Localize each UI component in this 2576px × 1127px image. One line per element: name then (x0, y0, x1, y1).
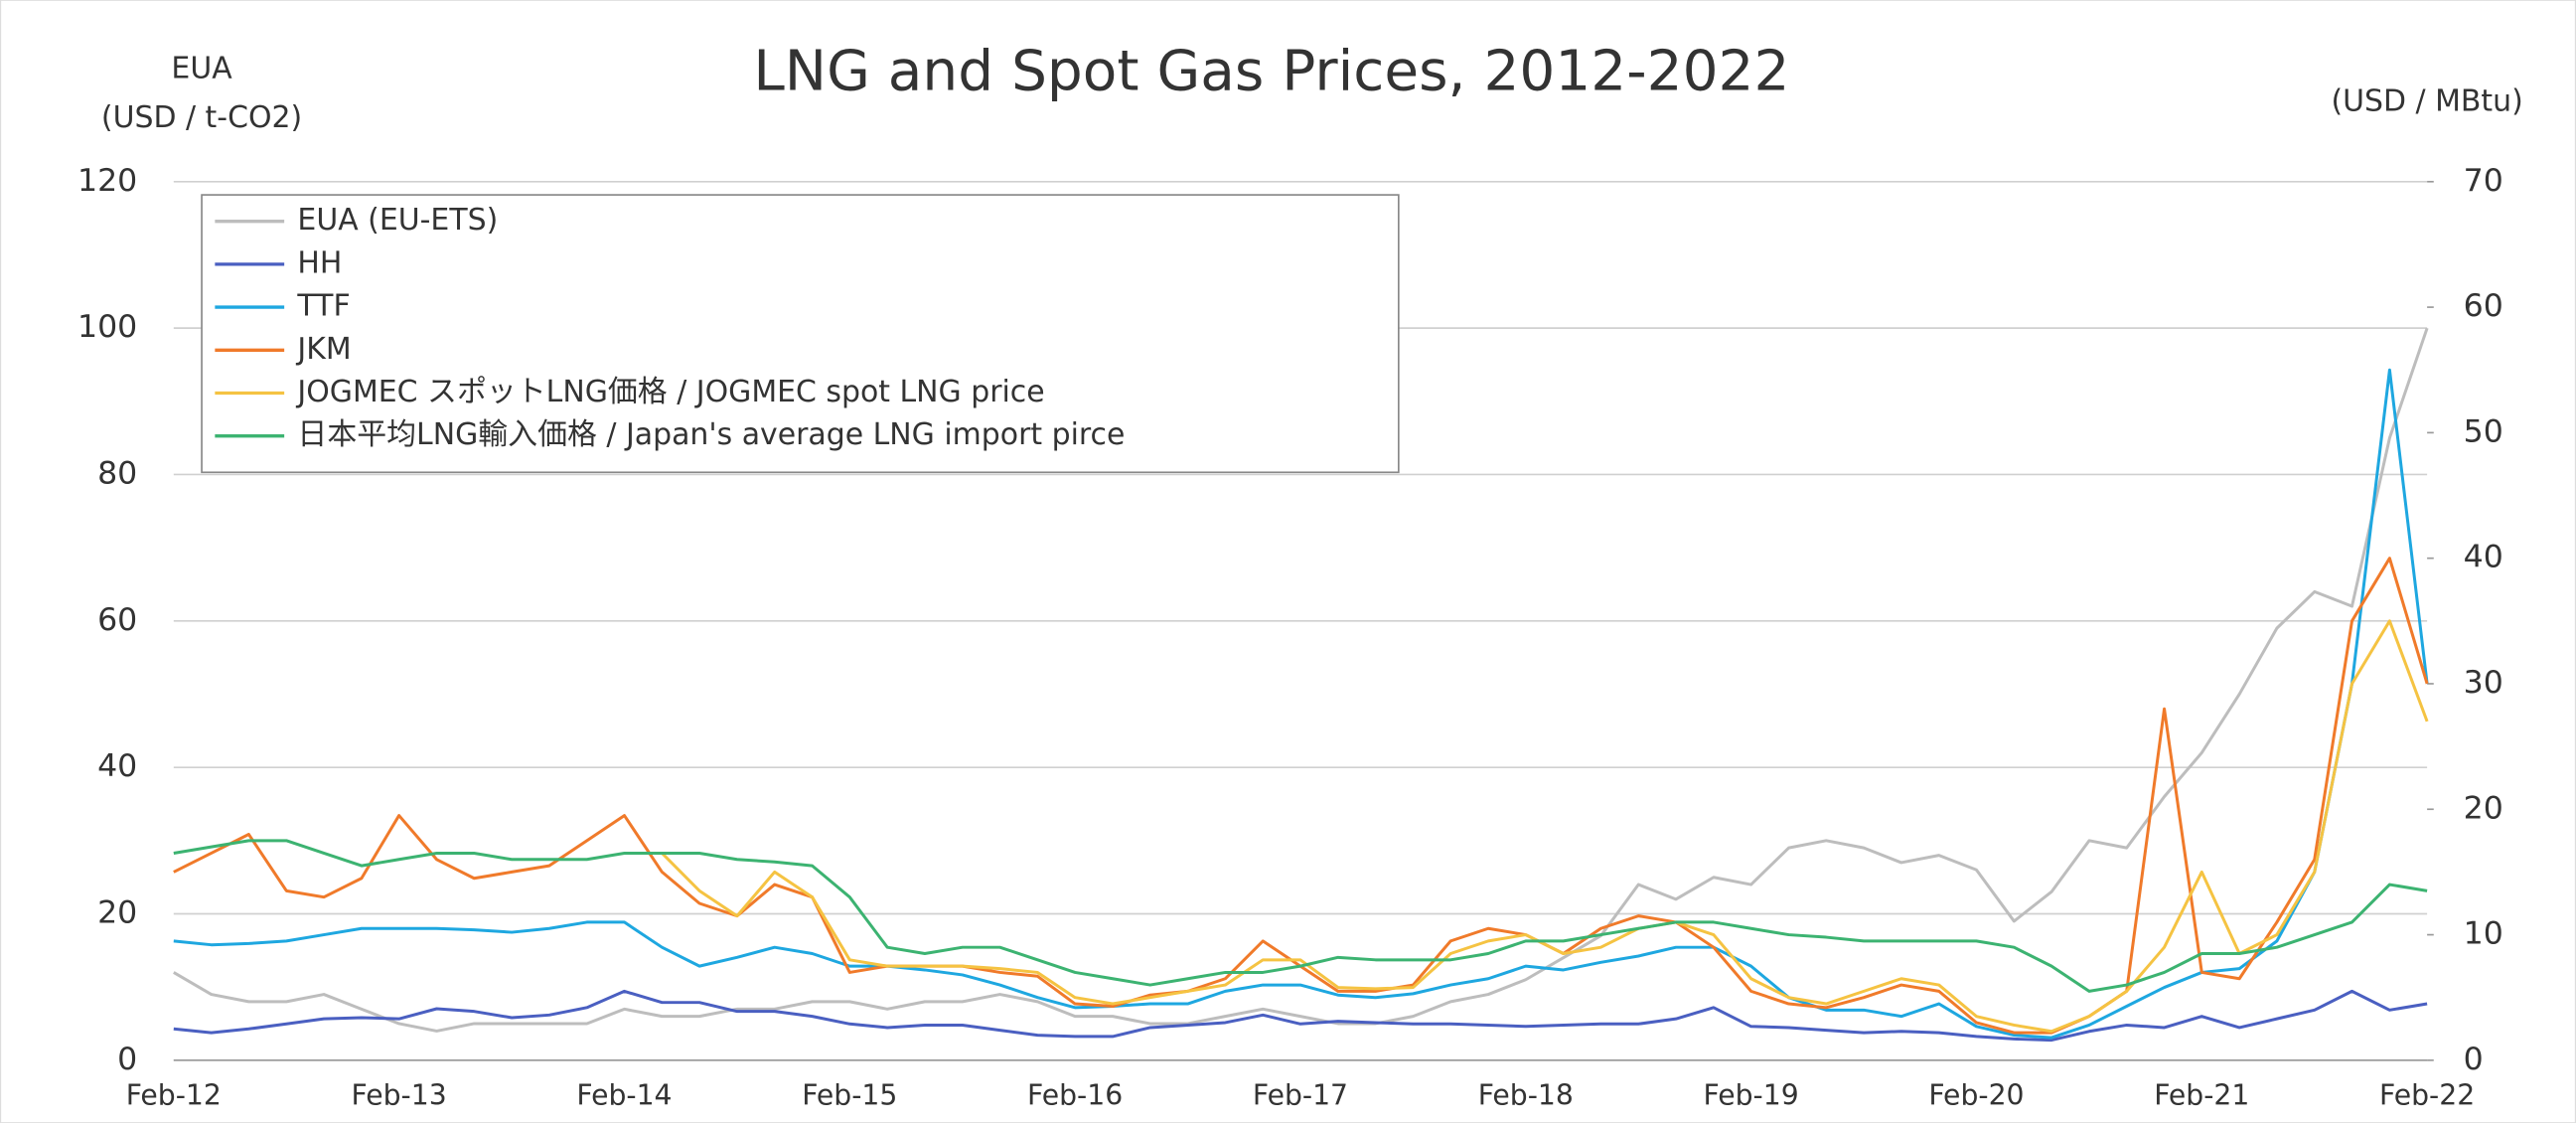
y2-tick-label: 0 (2464, 1042, 2484, 1077)
y2-tick-label: 10 (2464, 916, 2503, 952)
legend-label: JKM (295, 332, 351, 367)
y2-tick-label: 50 (2464, 413, 2503, 449)
legend-box (201, 194, 1400, 474)
y2-tick-label: 70 (2464, 163, 2503, 199)
x-tick-label: Feb-21 (2154, 1078, 2249, 1111)
y2-tick-label: 40 (2464, 540, 2503, 575)
y-tick-label: 80 (97, 455, 137, 491)
y-tick-label: 100 (77, 309, 137, 345)
chart-title: LNG and Spot Gas Prices, 2012-2022 (753, 39, 1789, 103)
x-tick-label: Feb-15 (802, 1078, 897, 1111)
x-tick-label: Feb-22 (2379, 1078, 2475, 1111)
series-line (173, 327, 2429, 1033)
y2-axis-title: (USD / MBtu) (2331, 84, 2522, 119)
x-tick-label: Feb-18 (1478, 1078, 1574, 1111)
x-tick-label: Feb-14 (576, 1078, 672, 1111)
y2-tick-label: 30 (2464, 665, 2503, 701)
y2-tick-label: 60 (2464, 288, 2503, 324)
series-line (173, 368, 2429, 1040)
y-axis-title: (USD / t-CO2) (101, 100, 302, 135)
y-tick-label: 0 (117, 1042, 137, 1077)
series-line (173, 839, 2428, 993)
x-tick-label: Feb-17 (1253, 1078, 1348, 1111)
y-axis-title: EUA (171, 51, 232, 85)
x-tick-label: Feb-12 (126, 1078, 222, 1111)
legend-label: EUA (EU-ETS) (297, 203, 498, 238)
legend-label: TTF (296, 289, 350, 324)
legend-label: HH (297, 245, 342, 280)
x-tick-label: Feb-20 (1928, 1078, 2024, 1111)
y-tick-label: 20 (97, 895, 137, 931)
x-tick-label: Feb-19 (1704, 1078, 1799, 1111)
y-tick-label: 120 (77, 163, 137, 199)
y2-tick-label: 20 (2464, 790, 2503, 826)
y-tick-label: 60 (97, 602, 137, 638)
legend-label: JOGMEC スポットLNG価格 / JOGMEC spot LNG price (295, 375, 1044, 409)
x-tick-label: Feb-13 (352, 1078, 447, 1111)
series-line (173, 989, 2428, 1043)
legend-label: 日本平均LNG輸入価格 / Japan's average LNG import… (297, 417, 1125, 452)
x-tick-label: Feb-16 (1027, 1078, 1123, 1111)
plot-area: 0 20 40 60 80 100 120 0 10 20 30 40 50 60 70 Feb-12 Feb-… (77, 163, 2503, 1112)
legend: EUA (EU-ETS) HH TTF JKM JOGMEC スポットLNG価格 / J… (201, 194, 1400, 474)
y-tick-label: 40 (97, 748, 137, 784)
